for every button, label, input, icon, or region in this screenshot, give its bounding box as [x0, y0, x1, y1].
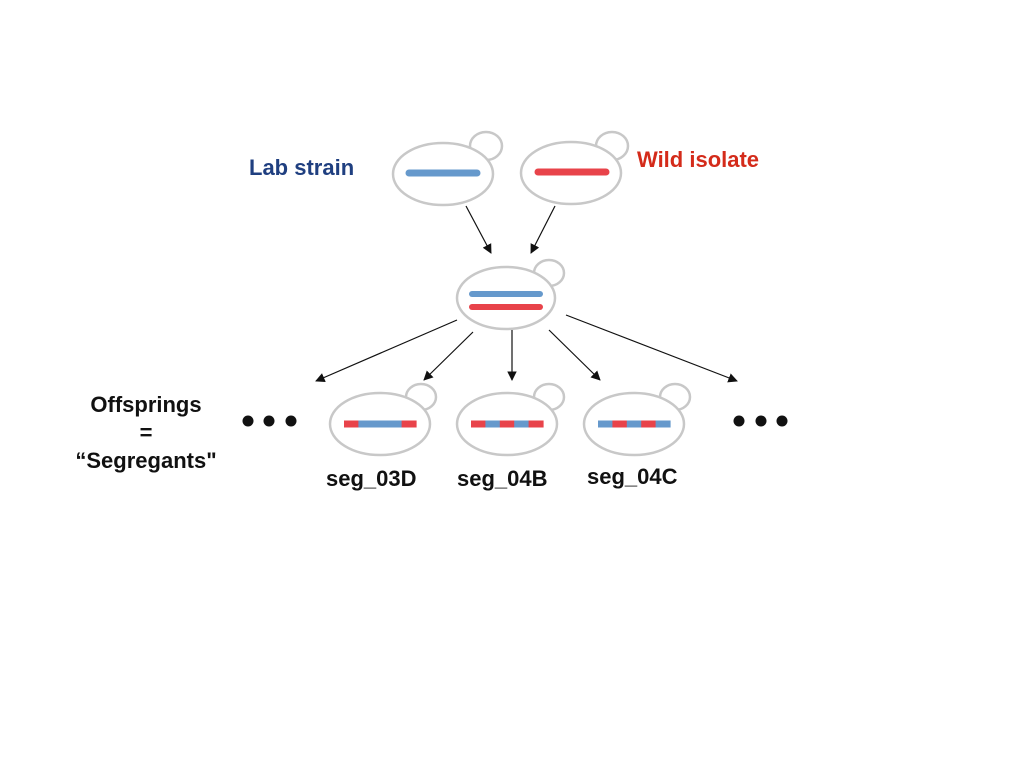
hybrid-cell [455, 258, 566, 331]
segregant-cell-seg-04B [455, 382, 566, 457]
arrow-hybrid-to-offspring-far-left [315, 319, 458, 382]
chromosome-segment-lab [514, 420, 530, 428]
ellipsis-right [733, 415, 788, 427]
chromosome-segment-wild [612, 420, 628, 428]
ellipsis-dot [285, 415, 297, 427]
wild-isolate-label: Wild isolate [637, 147, 760, 172]
chromosome-segment-wild [471, 420, 486, 428]
chromosome-segment-lab [598, 420, 613, 428]
segregant-cell-seg-04C [582, 382, 692, 457]
arrow-wild-to-hybrid [530, 205, 556, 254]
chromosome-segment-wild [499, 420, 515, 428]
segregant-label-seg-03D: seg_03D [326, 466, 417, 491]
lab-strain-cell [391, 130, 504, 207]
ellipsis-dot [755, 415, 767, 427]
arrow-lab-to-hybrid [465, 205, 492, 254]
chromosome-segment-lab [655, 420, 671, 428]
chromosome-segment-lab [626, 420, 642, 428]
ellipsis-dot [733, 415, 745, 427]
offspring-label-line-1: Offsprings [90, 392, 202, 417]
wild-isolate-cell [519, 130, 630, 206]
hybrid-cell-body [455, 265, 557, 331]
offspring-label-line-3: “Segregants" [75, 448, 217, 473]
lab-strain-label: Lab strain [249, 155, 355, 180]
ellipsis-dot [776, 415, 788, 427]
offspring-label-line-2: = [139, 420, 153, 445]
segregant-cell-seg-03D [328, 382, 438, 457]
chromosome-segment-lab [372, 420, 388, 428]
chromosome-segment-lab [485, 420, 501, 428]
segregant-label-seg-04B: seg_04B [457, 466, 548, 491]
segregant-label-seg-04C: seg_04C [587, 464, 678, 489]
offspring-segregants-label: Offsprings = “Segregants" [58, 391, 234, 475]
chromosome-segment-wild [528, 420, 544, 428]
chromosome-segment-wild [401, 420, 417, 428]
chromosome-segment-lab [387, 420, 403, 428]
arrow-hybrid-to-seg-04C [548, 329, 601, 381]
ellipsis-dot [242, 415, 254, 427]
arrow-hybrid-to-offspring-far-right [565, 314, 738, 383]
chromosome-segment-wild [344, 420, 359, 428]
chromosome-segment-lab [358, 420, 374, 428]
ellipsis-dot [263, 415, 275, 427]
arrow-hybrid-to-seg-03D [423, 331, 474, 381]
ellipsis-left [242, 415, 297, 427]
chromosome-segment-wild [641, 420, 657, 428]
